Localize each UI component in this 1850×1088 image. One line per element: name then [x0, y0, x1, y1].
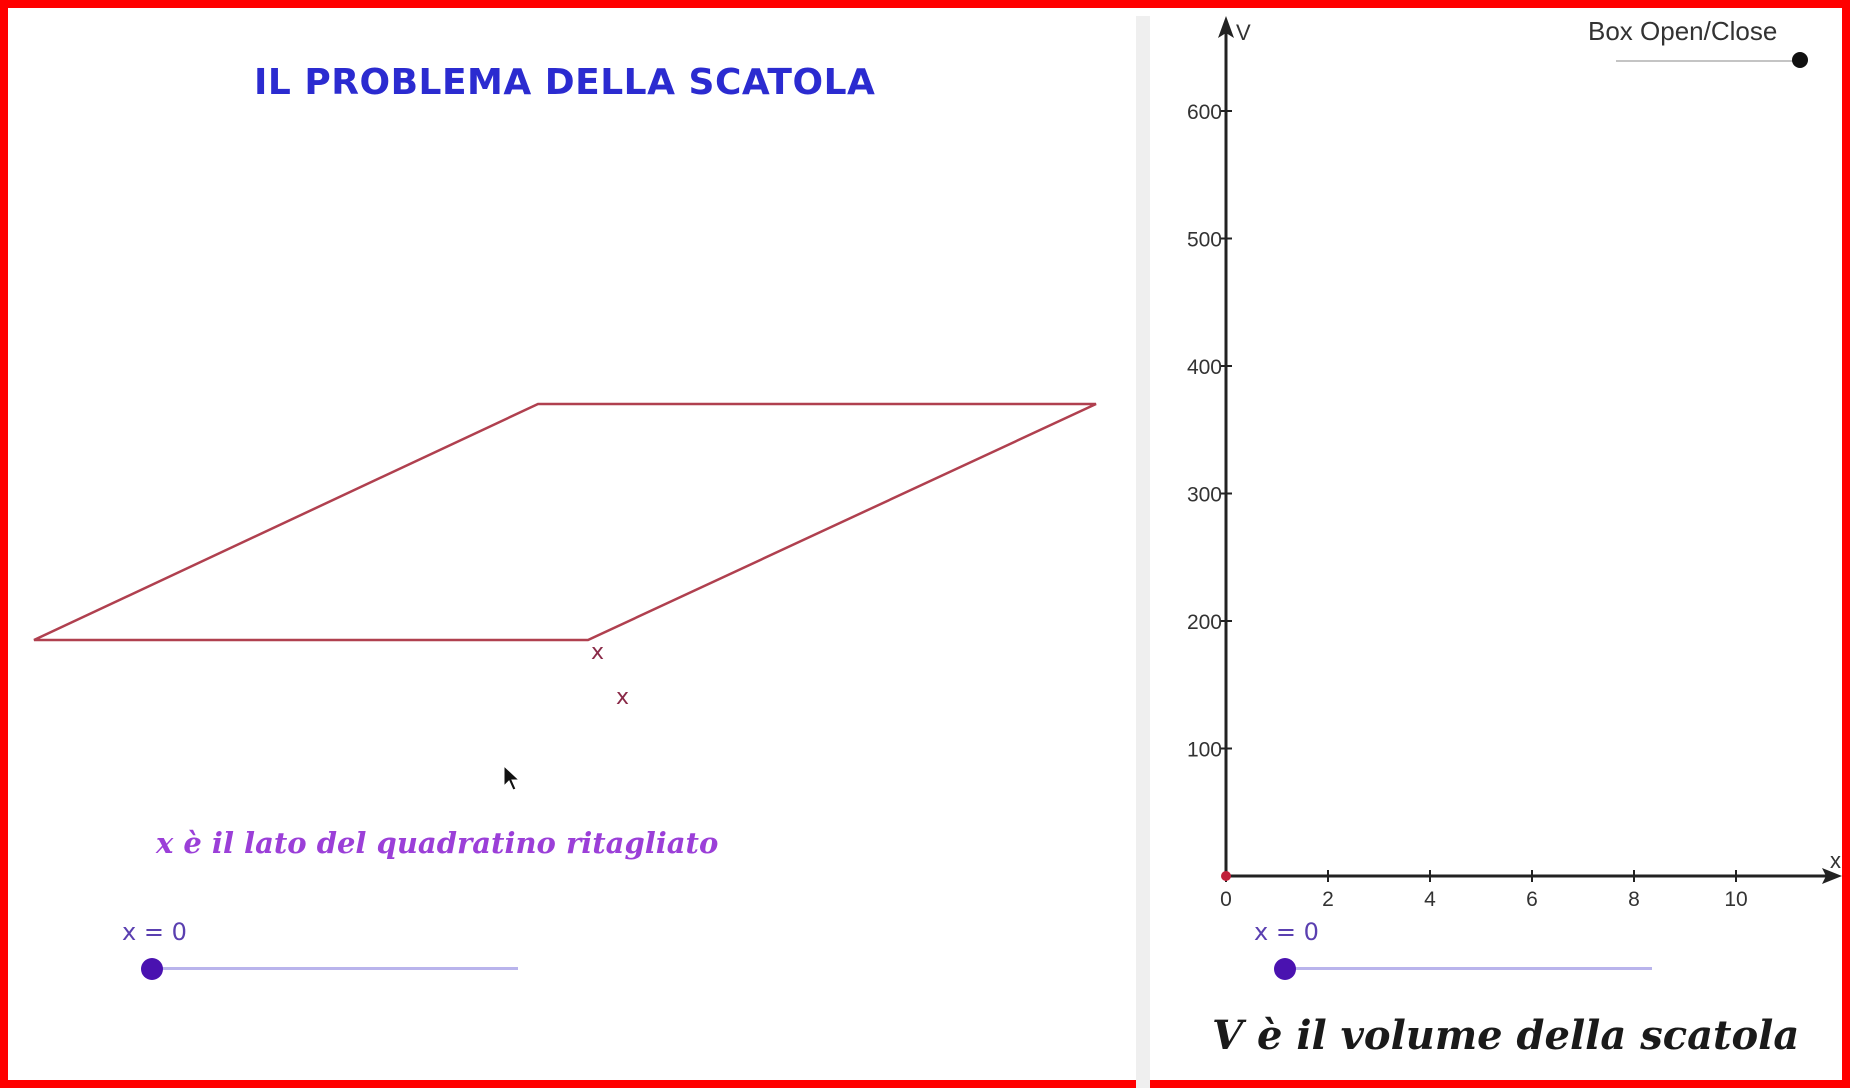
x-tick-label: 0 — [1220, 888, 1232, 911]
mouse-pointer-icon — [503, 764, 521, 791]
y-tick-label: 500 — [1187, 229, 1222, 252]
x-axis-arrow — [1822, 868, 1842, 884]
y-tick-label: 300 — [1187, 484, 1222, 507]
cardboard-sheet[interactable] — [33, 402, 1097, 642]
cut-side-label: x — [591, 640, 605, 665]
volume-definition-caption: V è il volume della scatola — [1212, 1012, 1800, 1059]
x-slider-label: x = 0 — [1254, 918, 1319, 946]
page-title: IL PROBLEMA DELLA SCATOLA — [254, 62, 876, 103]
y-tick-label: 400 — [1187, 356, 1222, 379]
x-slider-track[interactable] — [152, 967, 518, 970]
box-open-close-label: Box Open/Close — [1588, 16, 1778, 46]
x-tick-label: 10 — [1724, 888, 1747, 911]
y-tick-label: 200 — [1187, 611, 1222, 634]
volume-point — [1221, 871, 1231, 881]
y-axis-label: V — [1236, 20, 1251, 45]
x-tick-label: 6 — [1526, 888, 1538, 911]
x-slider-label: x = 0 — [122, 918, 187, 946]
x-axis-label: x — [1830, 848, 1841, 873]
x-tick-label: 4 — [1424, 888, 1436, 911]
x-tick-label: 8 — [1628, 888, 1640, 911]
x-tick-label: 2 — [1322, 888, 1334, 911]
y-tick-label: 100 — [1187, 739, 1222, 762]
box-open-close-toggle[interactable] — [1792, 52, 1808, 68]
y-axis-arrow — [1218, 16, 1234, 38]
box-open-close-track[interactable] — [1616, 60, 1800, 62]
x-slider-track[interactable] — [1286, 967, 1652, 970]
x-slider-knob[interactable] — [1274, 958, 1296, 980]
view-divider[interactable] — [1136, 16, 1150, 1088]
x-slider-knob[interactable] — [141, 958, 163, 980]
y-tick-label: 600 — [1187, 101, 1222, 124]
x-definition-caption: x è il lato del quadratino ritagliato — [156, 826, 719, 860]
cut-side-label: x — [616, 685, 630, 710]
